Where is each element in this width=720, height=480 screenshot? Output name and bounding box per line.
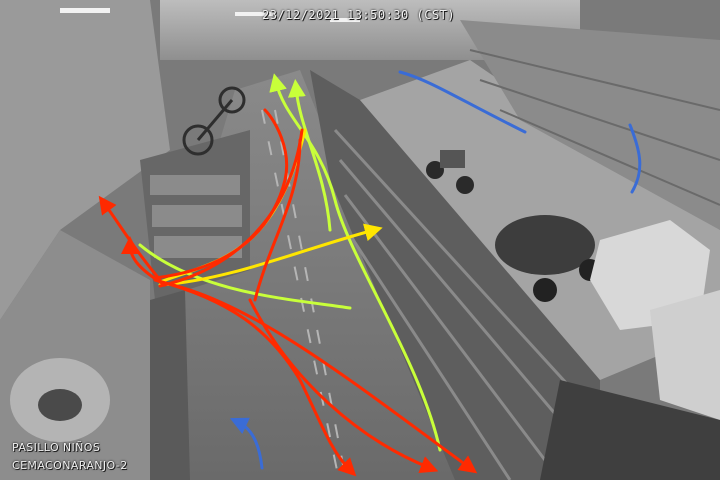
left-shelf-items [150,175,242,258]
trajectory-path-blue [229,417,264,470]
camera-label: PASILLO NIÑOS CEMACONARANJO-2 [12,439,128,475]
right-shelf-unit [310,70,600,480]
trajectory-path-red [153,108,288,280]
foreground-tire-hole [38,389,82,421]
trajectory-path-red [248,298,439,474]
kids-chair [650,290,720,420]
trajectory-path-red [121,236,167,287]
trajectory-path-red [158,280,478,474]
left-wall-panel [0,0,170,320]
right-shelf-rows [333,128,602,480]
bicycle-display [182,86,246,156]
timestamp-overlay: 23/12/2021 13:50:30 (CST) [262,8,456,22]
foreground-shelf [540,380,720,480]
trajectory-path-red [253,138,302,302]
trajectory-path-blue [398,70,527,134]
trajectory-path-green [138,243,352,310]
camera-id-label: CEMACONARANJO-2 [12,459,128,472]
trajectory-path-red [98,195,162,282]
camera-area-label: PASILLO NIÑOS [12,441,101,454]
trajectory-path-red [153,278,357,477]
ceiling-lights [60,8,360,22]
trajectory-path-green [269,73,442,452]
tricycle [426,150,474,194]
left-lower-shelf [150,290,190,480]
back-wall-shelf-lines [469,49,720,206]
trajectory-path-red [158,128,304,288]
trajectory-path-green [287,79,332,232]
trajectory-path-blue [628,123,642,194]
